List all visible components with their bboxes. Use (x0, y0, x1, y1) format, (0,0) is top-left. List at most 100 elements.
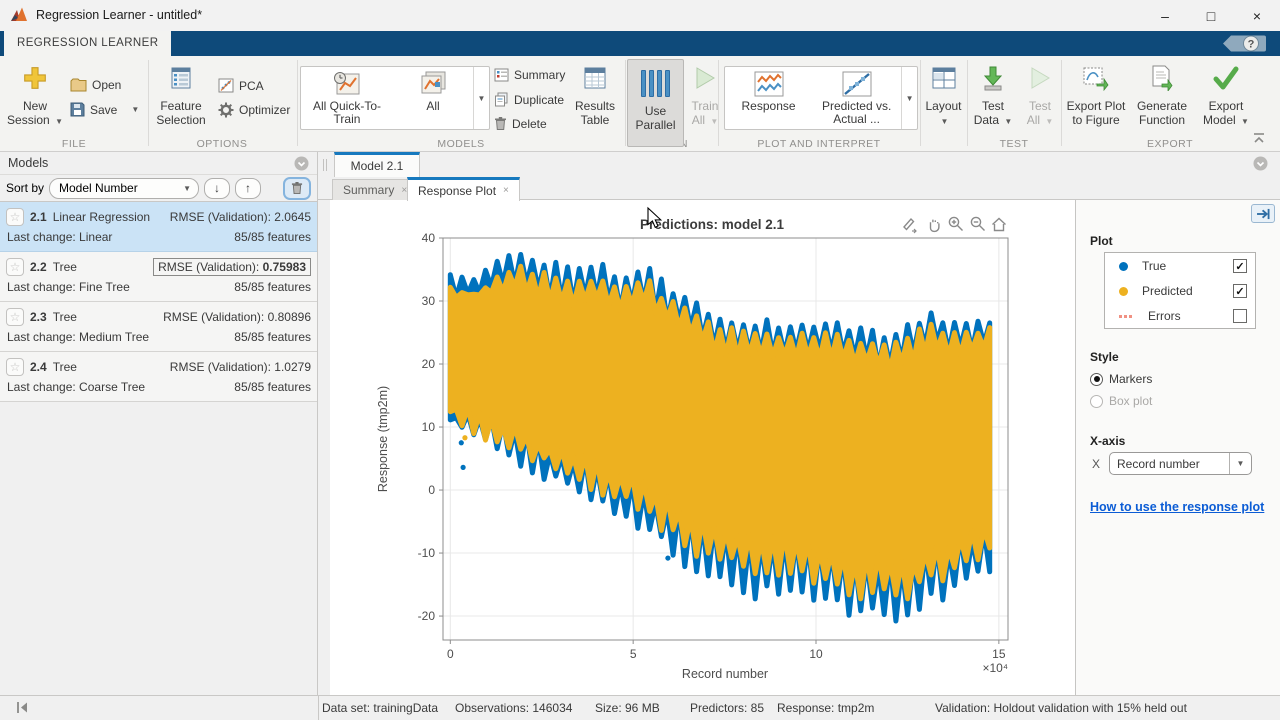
predicted-vs-actual-button[interactable]: Predicted vs. Actual ... (812, 67, 901, 129)
markers-radio[interactable]: Markers (1090, 372, 1152, 386)
maximize-icon[interactable]: □ (1206, 7, 1216, 24)
title-bar: Regression Learner - untitled* – □ × (0, 0, 1280, 31)
quick-to-train-icon (334, 72, 360, 95)
gear-icon (218, 102, 234, 118)
summary-icon (494, 68, 509, 82)
zoom-out-icon[interactable] (970, 216, 985, 231)
model-card-2-4[interactable]: ☆ 2.4 Tree RMSE (Validation): 1.0279 Las… (0, 352, 317, 402)
generate-function-icon (1149, 61, 1175, 95)
close-tab-icon[interactable]: × (401, 184, 408, 196)
errors-checkbox[interactable] (1233, 309, 1247, 323)
y-tick-label: 30 (422, 294, 436, 308)
generate-function-button[interactable]: Generate Function (1130, 61, 1194, 127)
export-plot-icon (1082, 61, 1110, 95)
status-predictors: Predictors: 85 (690, 701, 765, 715)
section-label-options: OPTIONS (196, 138, 248, 150)
models-gallery: All Quick-To-Train All ▼ (300, 66, 490, 130)
all-models-button[interactable]: All (393, 67, 473, 129)
open-button[interactable]: Open (70, 78, 121, 92)
close-icon[interactable]: × (1252, 7, 1262, 24)
use-parallel-button[interactable]: Use Parallel (627, 59, 684, 147)
feature-selection-button[interactable]: Feature Selection (150, 61, 212, 127)
rmse-value: RMSE (Validation): 1.0279 (169, 360, 311, 374)
pan-hand-icon[interactable] (929, 219, 940, 233)
x-axis-select[interactable]: Record number ▼ (1109, 452, 1253, 475)
export-model-button[interactable]: Export Model ▼ (1194, 61, 1258, 129)
tab-regression-learner[interactable]: REGRESSION LEARNER (4, 31, 172, 56)
close-tab-icon[interactable]: × (503, 185, 509, 196)
summary-button[interactable]: Summary (494, 68, 565, 82)
response-plot-button[interactable]: Response (725, 67, 812, 129)
drag-grip-icon (323, 159, 327, 171)
errors-marker-icon (1119, 314, 1134, 318)
zoom-in-icon[interactable] (948, 216, 963, 231)
models-gallery-expand-button[interactable]: ▼ (473, 67, 489, 129)
tab-model-2-1[interactable]: Model 2.1 (334, 152, 420, 177)
true-marker-icon (1119, 261, 1128, 271)
y-tick-label: 10 (422, 420, 436, 434)
predicted-checkbox[interactable]: ✓ (1233, 284, 1247, 298)
results-table-button[interactable]: Results Table (568, 61, 622, 127)
sort-ascending-button[interactable]: ↑ (235, 177, 262, 199)
sort-by-select[interactable]: Model Number ▼ (49, 177, 200, 199)
all-quick-to-train-button[interactable]: All Quick-To-Train (301, 67, 393, 129)
home-icon[interactable] (992, 217, 1006, 232)
legend-row-predicted: Predicted ✓ (1105, 279, 1255, 303)
document-collapse-icon[interactable] (1253, 156, 1268, 171)
sort-descending-button[interactable]: ↓ (204, 177, 231, 199)
favorite-star-icon[interactable]: ☆ (6, 358, 24, 376)
last-change-label: Last change: Linear (7, 230, 113, 244)
status-observations: Observations: 146034 (455, 701, 573, 715)
status-size: Size: 96 MB (595, 701, 660, 715)
new-session-button[interactable]: New Session ▼ (6, 61, 64, 129)
legend-row-true: True ✓ (1105, 254, 1255, 278)
duplicate-icon (495, 92, 508, 107)
dock-panel-button[interactable] (1251, 204, 1275, 223)
y-axis-label: Response (tmp2m) (376, 386, 390, 492)
minimize-icon[interactable]: – (1161, 7, 1169, 24)
plot-gallery-expand-button[interactable]: ▼ (901, 67, 917, 129)
collapse-ribbon-button[interactable] (1252, 132, 1266, 144)
rmse-value: RMSE (Validation): 2.0645 (169, 210, 311, 224)
optimizer-button[interactable]: Optimizer (218, 102, 290, 118)
export-plot-to-figure-button[interactable]: Export Plot to Figure (1062, 61, 1130, 127)
dock-arrow-icon (1256, 208, 1269, 219)
test-data-button[interactable]: Test Data ▼ (968, 61, 1018, 129)
model-card-2-2[interactable]: ☆ 2.2 Tree RMSE (Validation): 0.75983 La… (0, 252, 317, 302)
chevron-down-icon: ▼ (940, 117, 949, 126)
sort-by-label: Sort by (6, 181, 45, 195)
chevron-down-icon: ▼ (1004, 117, 1013, 126)
test-all-button[interactable]: Test All ▼ (1022, 61, 1058, 129)
save-button[interactable]: Save ▼ (70, 102, 139, 117)
duplicate-button[interactable]: Duplicate (494, 92, 564, 107)
ribbon-toolstrip: FILE OPTIONS MODELS TRAIN PLOT AND INTER… (0, 56, 1280, 152)
chevron-down-icon: ▼ (1241, 117, 1249, 126)
predicted-vs-actual-icon (842, 71, 872, 97)
results-table-icon (582, 61, 608, 95)
pca-button[interactable]: PCA (218, 78, 264, 93)
layout-button[interactable]: Layout ▼ (921, 61, 966, 129)
new-session-plus-icon (22, 61, 48, 95)
favorite-star-icon[interactable]: ☆ (6, 308, 24, 326)
help-link[interactable]: How to use the response plot (1090, 500, 1265, 514)
train-all-button[interactable]: Train All ▼ (688, 61, 722, 129)
tab-response-plot[interactable]: Response Plot × (407, 177, 520, 201)
delete-model-button[interactable] (283, 176, 311, 200)
box-plot-radio[interactable]: Box plot (1090, 394, 1152, 408)
y-tick-label: 0 (428, 483, 435, 497)
features-label: 85/85 features (234, 330, 311, 344)
model-card-2-1[interactable]: ☆ 2.1 Linear Regression RMSE (Validation… (0, 202, 317, 252)
model-card-2-3[interactable]: ☆ 2.3 Tree RMSE (Validation): 0.80896 La… (0, 302, 317, 352)
delete-button[interactable]: Delete (494, 116, 547, 131)
tab-summary[interactable]: Summary × (332, 179, 419, 200)
feature-selection-icon (170, 61, 192, 95)
export-brush-icon[interactable] (903, 217, 917, 234)
favorite-star-icon[interactable]: ☆ (6, 258, 24, 276)
panel-collapse-icon[interactable] (294, 156, 309, 171)
favorite-star-icon[interactable]: ☆ (6, 208, 24, 226)
mouse-cursor (647, 206, 663, 229)
true-checkbox[interactable]: ✓ (1233, 259, 1247, 273)
help-button[interactable]: ? (1220, 34, 1268, 53)
collapse-models-panel-icon[interactable] (16, 701, 30, 714)
style-heading: Style (1090, 350, 1119, 364)
